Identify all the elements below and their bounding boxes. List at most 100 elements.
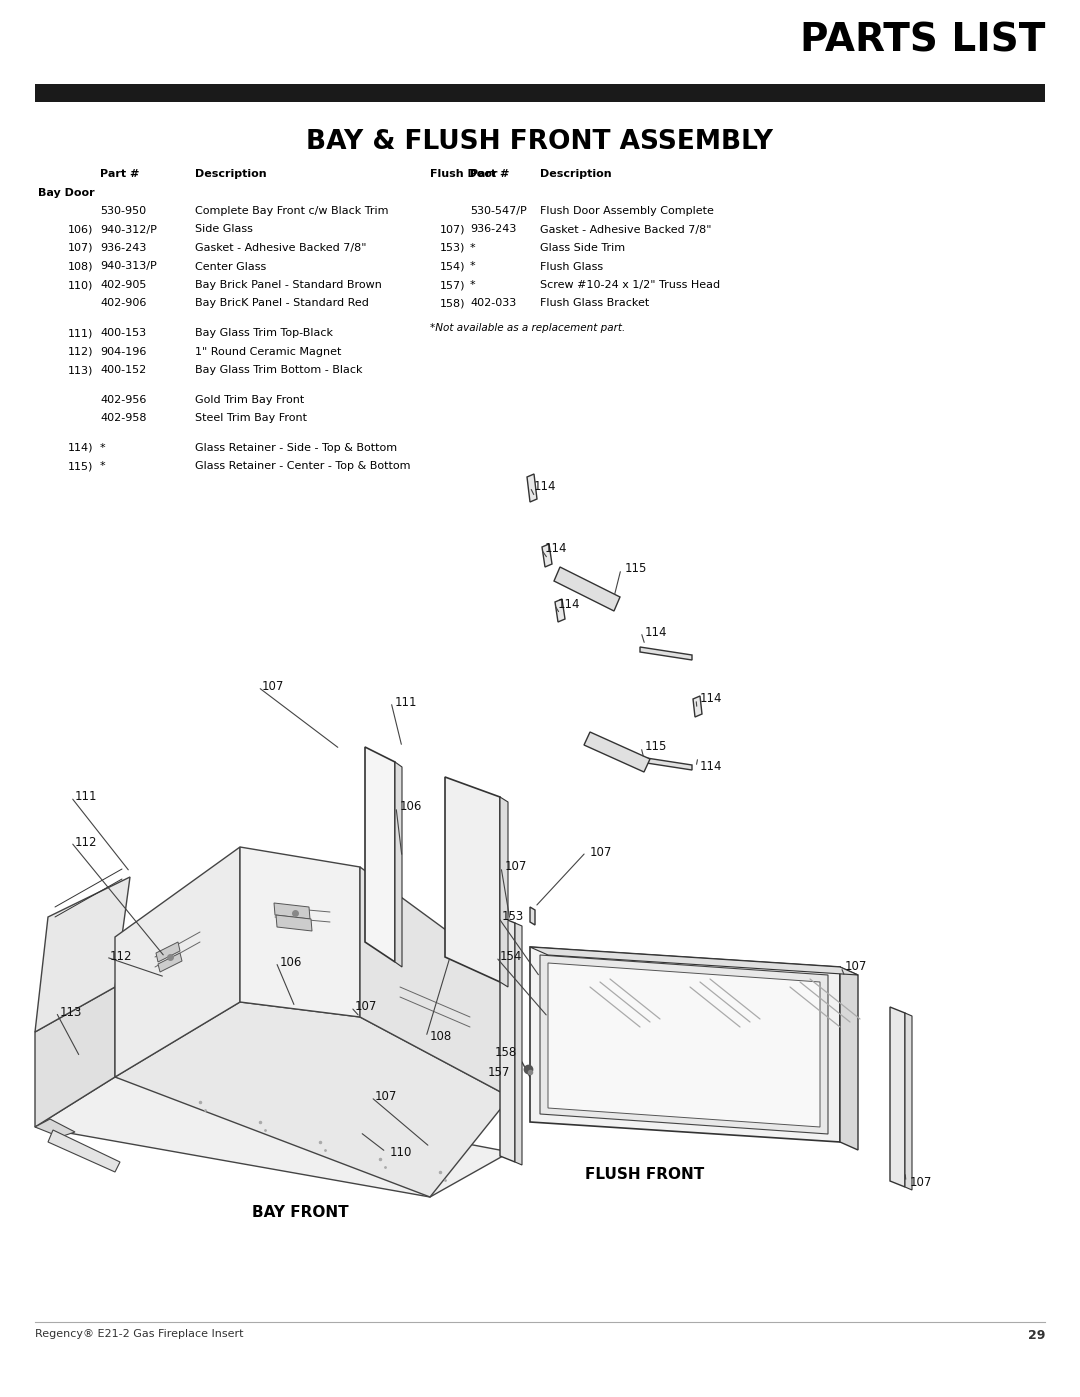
Text: PARTS LIST: PARTS LIST <box>799 22 1045 60</box>
Text: 112: 112 <box>110 950 133 964</box>
Text: 115): 115) <box>68 461 93 471</box>
Polygon shape <box>540 956 828 1134</box>
Text: Gold Trim Bay Front: Gold Trim Bay Front <box>195 395 305 405</box>
Polygon shape <box>48 1130 120 1172</box>
Text: Part #: Part # <box>100 169 139 179</box>
Text: BAY FRONT: BAY FRONT <box>252 1206 349 1220</box>
Text: Regency® E21-2 Gas Fireplace Insert: Regency® E21-2 Gas Fireplace Insert <box>35 1329 243 1338</box>
Text: *: * <box>470 279 475 291</box>
Text: 107: 107 <box>375 1091 397 1104</box>
Polygon shape <box>527 474 537 502</box>
Text: *: * <box>100 461 106 471</box>
Text: 158): 158) <box>440 299 465 309</box>
Polygon shape <box>515 923 522 1165</box>
Text: 402-958: 402-958 <box>100 414 147 423</box>
Text: 113): 113) <box>68 365 93 376</box>
Text: 114): 114) <box>67 443 93 453</box>
Text: 115: 115 <box>625 563 647 576</box>
Polygon shape <box>500 798 508 988</box>
Text: Description: Description <box>540 169 611 179</box>
Text: Complete Bay Front c/w Black Trim: Complete Bay Front c/w Black Trim <box>195 205 389 217</box>
Polygon shape <box>360 868 510 1097</box>
Text: 106): 106) <box>68 225 93 235</box>
Text: 904-196: 904-196 <box>100 346 147 356</box>
Text: 108): 108) <box>67 261 93 271</box>
Polygon shape <box>365 747 395 963</box>
Text: Bay BricK Panel - Standard Red: Bay BricK Panel - Standard Red <box>195 299 369 309</box>
Text: Bay Glass Trim Bottom - Black: Bay Glass Trim Bottom - Black <box>195 365 363 376</box>
Polygon shape <box>640 647 692 659</box>
Text: 1" Round Ceramic Magnet: 1" Round Ceramic Magnet <box>195 346 341 356</box>
Polygon shape <box>640 757 692 770</box>
Text: Flush Door Assembly Complete: Flush Door Assembly Complete <box>540 205 714 217</box>
Text: 940-313/P: 940-313/P <box>100 261 157 271</box>
Polygon shape <box>114 1002 510 1197</box>
Text: 400-152: 400-152 <box>100 365 146 376</box>
Text: 114: 114 <box>545 542 567 556</box>
Text: 110): 110) <box>68 279 93 291</box>
Polygon shape <box>905 1013 912 1190</box>
Text: 402-905: 402-905 <box>100 279 147 291</box>
Polygon shape <box>584 732 650 773</box>
Polygon shape <box>445 777 500 982</box>
Text: 153): 153) <box>440 243 465 253</box>
Text: BAY & FLUSH FRONT ASSEMBLY: BAY & FLUSH FRONT ASSEMBLY <box>307 129 773 155</box>
Bar <box>35 84 1045 102</box>
Text: 107): 107) <box>440 225 465 235</box>
Text: 940-312/P: 940-312/P <box>100 225 157 235</box>
Polygon shape <box>158 953 183 972</box>
Polygon shape <box>555 599 565 622</box>
Text: 157): 157) <box>440 279 465 291</box>
Text: *: * <box>100 443 106 453</box>
Text: 936-243: 936-243 <box>100 243 147 253</box>
Text: 110: 110 <box>390 1146 413 1158</box>
Text: 114: 114 <box>534 481 556 493</box>
Text: Bay Glass Trim Top-Black: Bay Glass Trim Top-Black <box>195 328 333 338</box>
Polygon shape <box>35 1077 510 1197</box>
Text: 154: 154 <box>500 950 523 964</box>
Text: 107): 107) <box>67 243 93 253</box>
Polygon shape <box>156 942 180 963</box>
Text: 114: 114 <box>700 693 723 705</box>
Polygon shape <box>114 847 240 1077</box>
Polygon shape <box>530 907 535 925</box>
Polygon shape <box>530 947 840 1141</box>
Text: 111: 111 <box>395 696 418 708</box>
Text: 154): 154) <box>440 261 465 271</box>
Text: 107: 107 <box>590 845 612 859</box>
Text: Glass Retainer - Center - Top & Bottom: Glass Retainer - Center - Top & Bottom <box>195 461 410 471</box>
Text: 108: 108 <box>430 1031 453 1044</box>
Polygon shape <box>554 567 620 610</box>
Polygon shape <box>530 947 858 975</box>
Text: 107: 107 <box>910 1175 932 1189</box>
Text: Bay Brick Panel - Standard Brown: Bay Brick Panel - Standard Brown <box>195 279 382 291</box>
Polygon shape <box>274 902 310 919</box>
Text: Gasket - Adhesive Backed 7/8": Gasket - Adhesive Backed 7/8" <box>540 225 712 235</box>
Text: 106: 106 <box>280 956 302 968</box>
Polygon shape <box>240 847 360 1017</box>
Text: 112): 112) <box>67 346 93 356</box>
Text: Gasket - Adhesive Backed 7/8": Gasket - Adhesive Backed 7/8" <box>195 243 366 253</box>
Polygon shape <box>500 916 515 1162</box>
Text: 402-033: 402-033 <box>470 299 516 309</box>
Text: Screw #10-24 x 1/2" Truss Head: Screw #10-24 x 1/2" Truss Head <box>540 279 720 291</box>
Text: Description: Description <box>195 169 267 179</box>
Text: FLUSH FRONT: FLUSH FRONT <box>585 1166 704 1182</box>
Text: 530-547/P: 530-547/P <box>470 205 527 217</box>
Text: 112: 112 <box>75 835 97 848</box>
Text: 107: 107 <box>505 861 527 873</box>
Polygon shape <box>395 761 402 967</box>
Polygon shape <box>542 543 552 567</box>
Text: 114: 114 <box>558 598 581 610</box>
Text: 115: 115 <box>645 740 667 753</box>
Polygon shape <box>35 877 130 1032</box>
Text: *Not available as a replacement part.: *Not available as a replacement part. <box>430 323 625 332</box>
Text: 158: 158 <box>495 1045 517 1059</box>
Polygon shape <box>693 696 702 717</box>
Text: 111: 111 <box>75 791 97 803</box>
Text: 111): 111) <box>68 328 93 338</box>
Text: Flush Glass: Flush Glass <box>540 261 603 271</box>
Text: Flush Door: Flush Door <box>430 169 498 179</box>
Text: 107: 107 <box>262 680 284 693</box>
Text: 402-906: 402-906 <box>100 299 147 309</box>
